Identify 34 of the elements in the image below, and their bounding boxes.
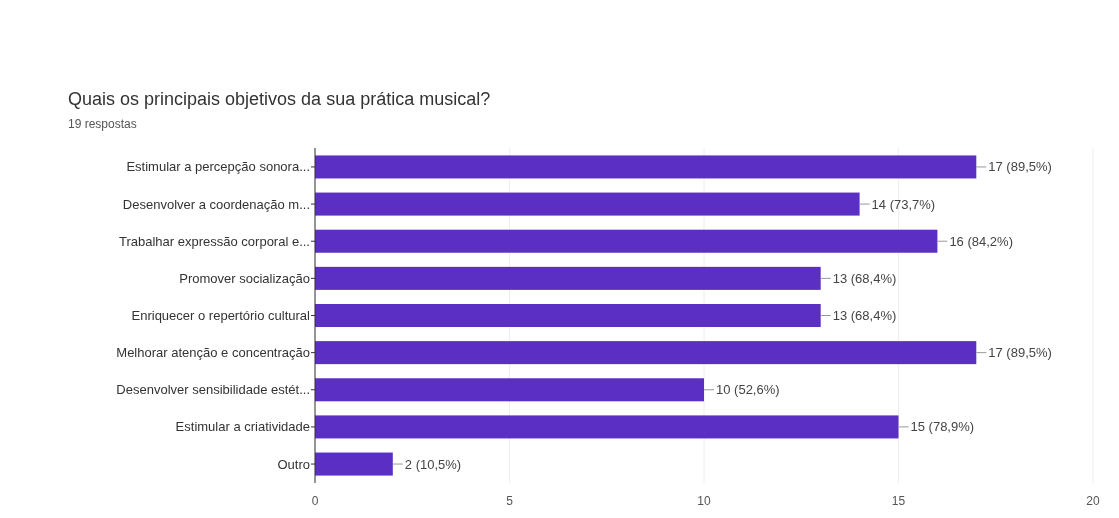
bar: [315, 192, 860, 216]
data-label: 17 (89,5%): [988, 345, 1052, 361]
x-tick-label: 20: [1086, 494, 1100, 508]
y-tick-label: Enriquecer o repertório cultural: [131, 308, 311, 324]
x-tick-label: 15: [891, 494, 906, 508]
data-label: 17 (89,5%): [988, 159, 1052, 175]
text: 19 respostas: [68, 117, 137, 131]
x-tick-label: 5: [506, 494, 514, 508]
bar: [315, 341, 977, 365]
bar: [315, 378, 704, 402]
data-label: 10 (52,6%): [716, 382, 780, 398]
x-tick-label: 0: [311, 494, 319, 508]
data-label: 13 (68,4%): [832, 270, 897, 286]
y-tick-label: Estimular a percepção sonora...: [126, 159, 310, 175]
data-label: 14 (73,7%): [871, 196, 936, 212]
y-tick-label: Melhorar atenção e concentração: [116, 345, 310, 361]
bar: [315, 155, 977, 179]
y-tick-label: Trabalhar expressão corporal e...: [118, 233, 310, 249]
bar: [315, 266, 821, 290]
y-tick-label: Desenvolver a coordenação m...: [122, 196, 310, 212]
data-label: 16 (84,2%): [949, 233, 1013, 249]
y-tick-label: Desenvolver sensibilidade estét...: [116, 382, 310, 398]
bar: [315, 415, 899, 439]
data-label: 15 (78,9%): [910, 419, 975, 435]
y-tick-label: Estimular a criatividade: [175, 419, 310, 435]
chart-title: Quais os principais objetivos da sua prática musical?: [68, 89, 491, 109]
x-tick-label: 10: [697, 494, 711, 508]
y-tick-label: Outro: [277, 456, 310, 472]
bar: [315, 452, 393, 476]
data-label: 13 (68,4%): [832, 308, 897, 324]
bar: [315, 303, 821, 328]
data-label: 2 (10,5%): [404, 456, 462, 472]
bar: [315, 229, 938, 253]
y-tick-label: Promover socialização: [179, 270, 310, 286]
